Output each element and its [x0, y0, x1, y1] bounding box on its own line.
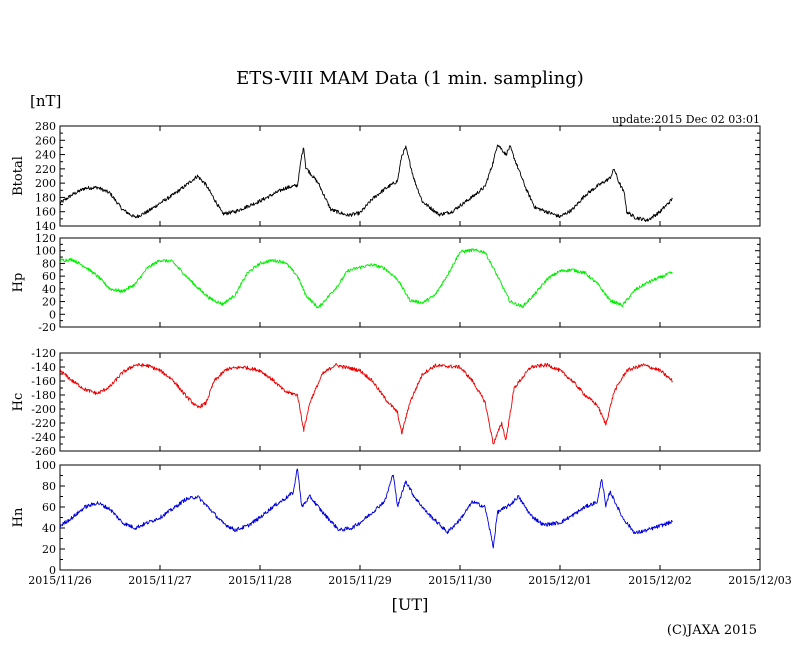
y-tick-label: -200	[31, 403, 56, 416]
series-line-hp	[59, 248, 673, 309]
y-tick-label: 80	[42, 257, 56, 270]
y-tick-label: -180	[31, 389, 56, 402]
y-tick-label: 100	[35, 245, 56, 258]
y-tick-label: 40	[42, 522, 56, 535]
panel-hn: 0 20 40 60 80 100 Hn	[11, 459, 761, 577]
y-tick-label: 0	[49, 564, 56, 577]
y-tick-label: -140	[31, 361, 56, 374]
x-tick-label: 2015/12/03	[728, 574, 791, 587]
y-tick-label: 160	[35, 206, 56, 219]
panel-frame	[59, 464, 761, 571]
unit-label: [nT]	[30, 92, 61, 110]
y-tick-label: 60	[42, 270, 56, 283]
y-tick-label: 60	[42, 501, 56, 514]
y-tick-label: 280	[35, 120, 56, 133]
x-tick-label: 2015/11/30	[428, 574, 491, 587]
y-tick-label: -160	[31, 375, 56, 388]
panel-frame	[59, 125, 761, 227]
chart-title: ETS-VIII MAM Data (1 min. sampling)	[236, 68, 584, 89]
panel-ylabel-hp: Hp	[11, 273, 26, 293]
series-line-btotal	[59, 144, 673, 222]
series-line-hn	[59, 468, 673, 549]
x-tick-label: 2015/11/29	[328, 574, 391, 587]
x-tick-label: 2015/11/27	[128, 574, 191, 587]
y-tick-label: 100	[35, 459, 56, 472]
x-tick-label: 2015/12/01	[528, 574, 591, 587]
y-tick-label: 180	[35, 191, 56, 204]
panel-ylabel-btotal: Btotal	[11, 156, 26, 196]
y-tick-label: -120	[31, 347, 56, 360]
y-tick-label: -20	[38, 321, 56, 334]
y-tick-label: 0	[49, 308, 56, 321]
y-tick-label: -220	[31, 417, 56, 430]
panel-frame	[59, 237, 761, 328]
y-tick-label: 20	[42, 296, 56, 309]
y-tick-label: 220	[35, 163, 56, 176]
y-tick-label: 240	[35, 149, 56, 162]
x-tick-label: 2015/11/26	[28, 574, 91, 587]
x-tick-label: 2015/11/28	[228, 574, 291, 587]
update-timestamp: update:2015 Dec 02 03:01	[612, 113, 760, 126]
y-tick-label: 140	[35, 220, 56, 233]
series-line-hc	[59, 362, 673, 445]
panel-ylabel-hn: Hn	[11, 507, 26, 527]
y-tick-label: 20	[42, 543, 56, 556]
panel-ylabel-hc: Hc	[11, 393, 26, 412]
y-tick-label: 260	[35, 134, 56, 147]
y-tick-label: -240	[31, 431, 56, 444]
y-tick-label: 80	[42, 480, 56, 493]
y-tick-label: 40	[42, 283, 56, 296]
panel-hc: -260-240-220-200-180-160-140-120 Hc	[11, 347, 761, 458]
y-tick-label: 120	[35, 232, 56, 245]
x-axis-label: [UT]	[392, 595, 429, 614]
y-tick-label: -260	[31, 445, 56, 458]
y-tick-label: 200	[35, 177, 56, 190]
copyright-credit: (C)JAXA 2015	[667, 623, 757, 638]
x-tick-label: 2015/12/02	[628, 574, 691, 587]
